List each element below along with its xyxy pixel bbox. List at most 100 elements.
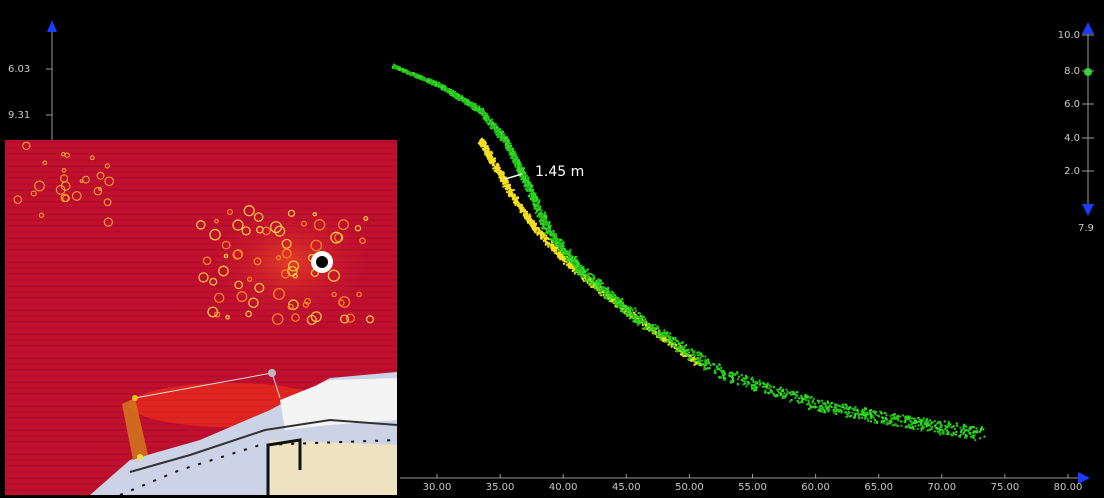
point [529,220,531,222]
point [704,359,706,361]
point [465,103,467,105]
point [503,172,505,174]
point [539,200,541,202]
point [753,381,755,383]
point [835,405,837,407]
point [827,410,829,412]
point [673,342,675,344]
point [505,185,507,187]
point [528,177,530,179]
point [499,133,501,135]
point [782,390,784,392]
point [531,191,533,193]
point [693,358,695,360]
point [518,205,520,207]
point [825,406,827,408]
point [734,374,736,376]
point [583,266,585,268]
point [702,355,704,357]
point [582,276,584,278]
point [622,302,624,304]
point [874,422,876,424]
point [956,425,958,427]
point [741,374,743,376]
point [806,396,808,398]
point [639,313,641,315]
point [530,199,532,201]
point [588,282,590,284]
point [858,416,860,418]
point [523,167,525,169]
point [536,234,538,236]
point [490,151,492,153]
point [982,428,984,430]
point [555,242,557,244]
point [572,261,574,263]
point [545,235,547,237]
left-tick-label: 6.03 [8,64,30,75]
point [935,424,937,426]
point [634,307,636,309]
point [449,94,451,96]
point [941,432,943,434]
point [575,266,577,268]
point [746,376,748,378]
point [585,269,587,271]
point [464,98,466,100]
point [878,416,880,418]
point [962,433,964,435]
point [882,417,884,419]
point [929,429,931,431]
point [654,329,656,331]
point [801,396,803,398]
point [863,414,865,416]
point [607,290,609,292]
point [781,397,783,399]
point [457,95,459,97]
point [864,412,866,414]
point [535,204,537,206]
point [636,319,638,321]
point [935,427,937,429]
point [905,420,907,422]
point [904,416,906,418]
point [690,357,692,359]
point [563,242,565,244]
point [553,242,555,244]
point [437,82,439,84]
point [939,421,941,423]
point [934,420,936,422]
point [520,211,522,213]
point [438,86,440,88]
point [897,420,899,422]
point [773,386,775,388]
point [780,387,782,389]
point [558,253,560,255]
point [507,140,509,142]
point [544,228,546,230]
point [540,230,542,232]
point [913,428,915,430]
point [948,424,950,426]
point [524,174,526,176]
point [586,278,588,280]
point [970,426,972,428]
point [582,273,584,275]
point [675,339,677,341]
point [686,354,688,356]
point [483,111,485,113]
point [826,408,828,410]
point [489,157,491,159]
point [854,416,856,418]
point [477,111,479,113]
point [675,344,677,346]
point [504,140,506,142]
point [509,149,511,151]
point [494,167,496,169]
point [917,428,919,430]
point [956,422,958,424]
point [469,101,471,103]
point [400,68,402,70]
point [533,226,535,228]
point [731,372,733,374]
